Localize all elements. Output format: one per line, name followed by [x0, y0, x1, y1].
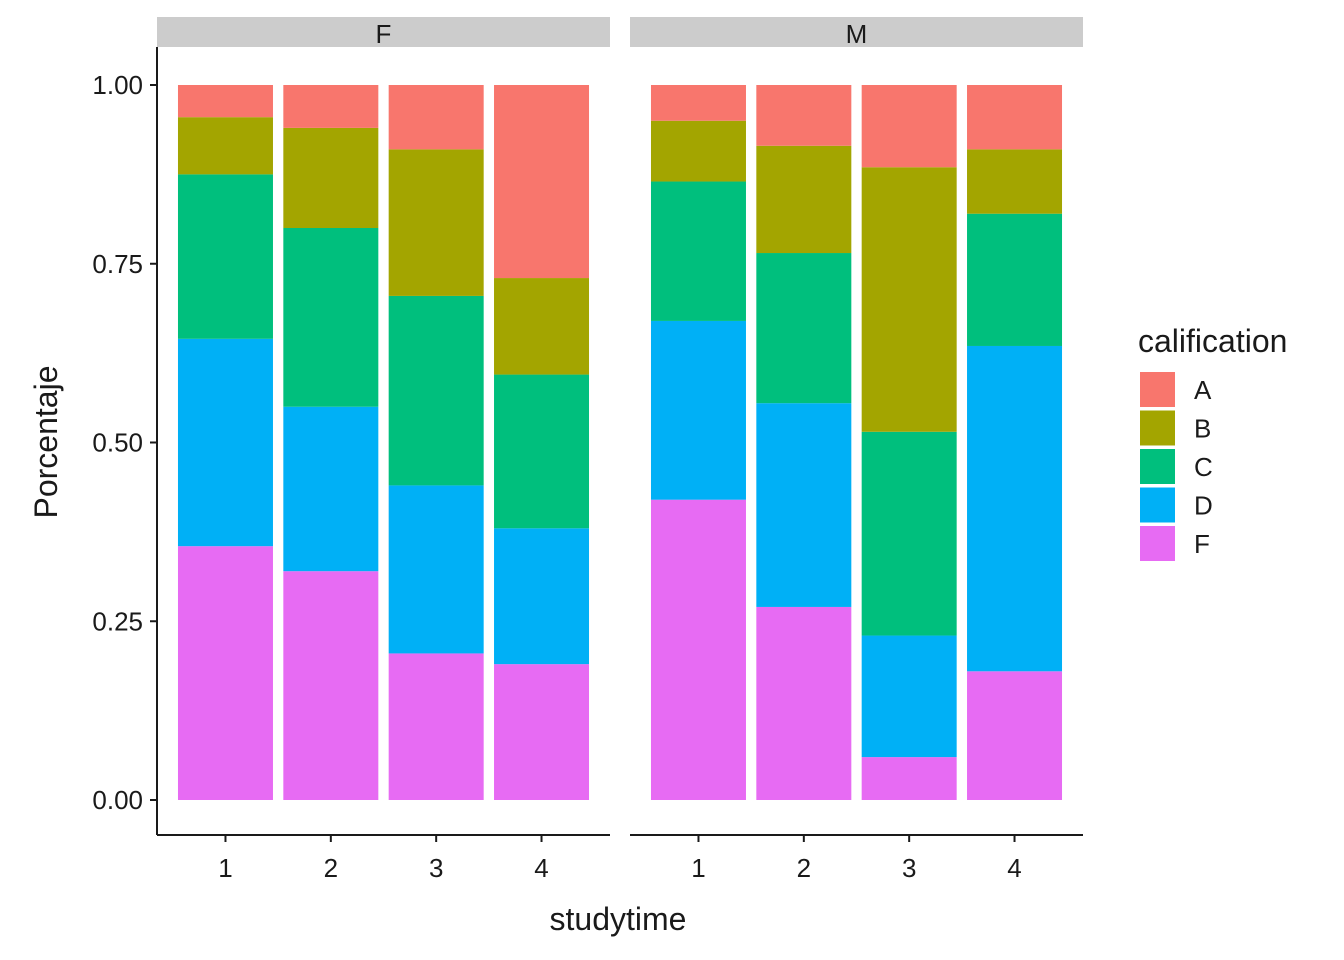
x-tick-label: 3: [429, 853, 443, 883]
bar-segment-A: [494, 85, 590, 279]
x-axis-title: studytime: [550, 901, 687, 937]
legend-swatch-A: [1140, 372, 1175, 407]
legend-title: calification: [1138, 323, 1287, 359]
bar-segment-F: [283, 571, 379, 800]
bar-segment-A: [650, 85, 746, 121]
x-tick-label: 2: [797, 853, 811, 883]
bar-segment-D: [650, 320, 746, 500]
bar-segment-D: [283, 406, 379, 572]
bar-segment-C: [861, 431, 957, 636]
legend-swatch-F: [1140, 526, 1175, 561]
bar-segment-F: [388, 653, 484, 800]
y-tick-label: 0.00: [92, 785, 143, 815]
bar-segment-F: [177, 546, 273, 800]
y-tick-label: 0.50: [92, 428, 143, 458]
bar-segment-C: [967, 213, 1063, 346]
bar-segment-B: [650, 120, 746, 182]
bar-segment-C: [177, 174, 273, 339]
y-axis-title: Porcentaje: [28, 366, 64, 519]
bar-segment-B: [756, 145, 852, 254]
bar-segment-A: [756, 85, 852, 146]
legend-swatch-D: [1140, 487, 1175, 523]
bar-segment-C: [650, 181, 746, 321]
y-tick-label: 0.25: [92, 606, 143, 636]
bar-segment-D: [756, 403, 852, 607]
bar-segment-B: [861, 167, 957, 432]
bar-segment-B: [494, 278, 590, 375]
legend-label-A: A: [1194, 375, 1212, 405]
bar-segment-C: [756, 253, 852, 404]
bar-segment-D: [861, 635, 957, 758]
y-tick-label: 0.75: [92, 249, 143, 279]
bar-segment-F: [494, 664, 590, 800]
bar-segment-B: [283, 127, 379, 228]
bar-segment-B: [388, 149, 484, 296]
x-tick-label: 1: [218, 853, 232, 883]
bar-segment-C: [283, 228, 379, 407]
facet-panel-F: F 1 2 3 4: [157, 17, 610, 883]
bar-segment-A: [861, 85, 957, 168]
x-tick-label: 3: [902, 853, 916, 883]
facet-strip: [157, 17, 610, 47]
bar-segment-A: [283, 85, 379, 128]
legend-swatch-C: [1140, 449, 1175, 484]
bar-segment-B: [177, 117, 273, 175]
bar-segment-D: [494, 528, 590, 665]
bar-segment-D: [388, 485, 484, 654]
facet-strip: [630, 17, 1083, 47]
bar-segment-A: [967, 85, 1063, 150]
facet-strip-label: F: [376, 19, 392, 49]
x-tick-label: 4: [1007, 853, 1021, 883]
y-tick-label: 1.00: [92, 70, 143, 100]
y-axis: 0.00 0.25 0.50 0.75 1.00: [92, 47, 158, 835]
facet-panel-M: M 1 2 3 4: [630, 17, 1083, 883]
bar-segment-F: [756, 606, 852, 800]
bar-segment-D: [177, 338, 273, 547]
bar-segment-B: [967, 149, 1063, 214]
x-tick-label: 4: [534, 853, 548, 883]
legend-label-D: D: [1194, 491, 1213, 521]
legend-label-B: B: [1194, 414, 1211, 444]
facet-strip-label: M: [846, 19, 868, 49]
legend-label-C: C: [1194, 452, 1213, 482]
bar-segment-A: [388, 85, 484, 150]
x-tick-label: 2: [324, 853, 338, 883]
bar-segment-F: [861, 757, 957, 800]
legend-label-F: F: [1194, 529, 1210, 559]
bar-segment-F: [650, 499, 746, 800]
facet-panels: F 1 2 3 4 M 1 2 3 4: [157, 17, 1083, 883]
bar-segment-C: [494, 374, 590, 529]
bar-segment-A: [177, 85, 273, 118]
legend-swatch-B: [1140, 410, 1175, 446]
bar-segment-D: [967, 345, 1063, 672]
x-tick-label: 1: [691, 853, 705, 883]
bar-segment-C: [388, 295, 484, 486]
bar-segment-F: [967, 671, 1063, 800]
